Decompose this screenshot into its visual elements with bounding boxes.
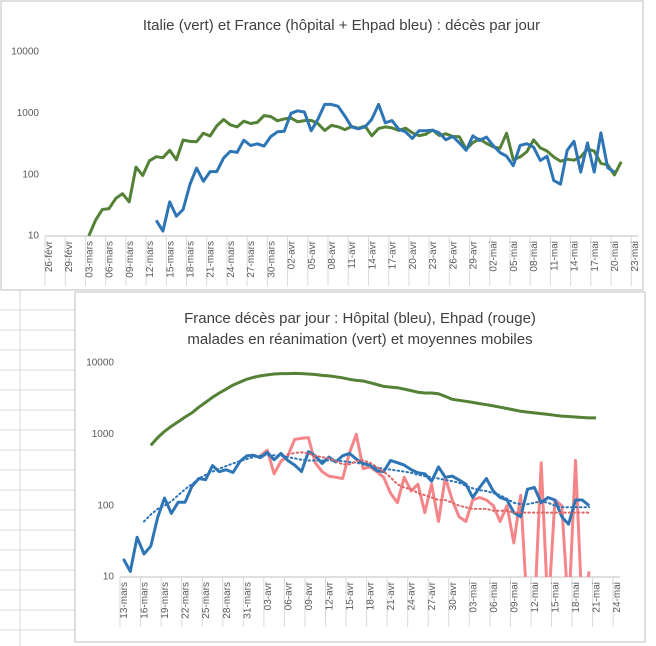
x-tick-label: 15-avr (345, 581, 356, 610)
x-tick-label: 08-mai (529, 241, 540, 272)
x-tick-label: 18-avr (366, 581, 377, 610)
x-tick-label: 19-mars (160, 582, 171, 619)
x-tick-label: 12-avr (325, 581, 336, 610)
x-tick-label: 13-mars (119, 582, 130, 619)
x-tick-label: 15-mars (165, 241, 176, 278)
y-tick-label: 10 (103, 572, 115, 583)
y-tick-label: 10 (28, 231, 40, 242)
series-line (154, 102, 616, 233)
x-tick-label: 28-mars (222, 582, 233, 619)
chart-title: Italie (vert) et France (hôpital + Ehpad… (143, 17, 540, 34)
x-tick-label: 24-avr (407, 581, 418, 610)
x-tick-label: 21-avr (386, 581, 397, 610)
x-tick-label: 15-mai (551, 582, 562, 613)
series-line (122, 450, 591, 573)
x-tick-label: 03-mars (84, 241, 95, 278)
series-line (143, 454, 591, 523)
x-tick-label: 12-mai (530, 582, 541, 613)
x-tick-label: 23-mai (630, 241, 641, 272)
x-tick-label: 05-avr (307, 240, 318, 269)
x-tick-label: 27-mars (246, 241, 257, 278)
x-tick-label: 26-avr (448, 240, 459, 269)
x-tick-label: 02-avr (287, 240, 298, 269)
x-tick-label: 12-mars (145, 241, 156, 278)
y-tick-label: 10000 (11, 47, 39, 58)
x-tick-label: 26-févr (44, 240, 55, 272)
x-tick-label: 06-avr (283, 581, 294, 610)
x-tick-label: 30-mars (266, 241, 277, 278)
x-tick-label: 29-févr (64, 240, 75, 272)
x-tick-label: 22-mars (181, 582, 192, 619)
x-tick-label: 08-avr (327, 240, 338, 269)
x-tick-label: 27-avr (427, 581, 438, 610)
x-tick-label: 24-mai (612, 582, 623, 613)
y-tick-label: 1000 (92, 429, 115, 440)
series-line (149, 371, 596, 447)
x-tick-label: 14-avr (367, 240, 378, 269)
x-tick-label: 06-mars (105, 241, 116, 278)
y-tick-label: 100 (22, 169, 39, 180)
series-line (259, 432, 591, 577)
x-tick-label: 09-avr (304, 581, 315, 610)
x-tick-label: 16-mars (140, 582, 151, 619)
chart-title: France décès par jour : Hôpital (bleu), … (184, 310, 536, 327)
x-tick-label: 23-avr (428, 240, 439, 269)
x-tick-label: 11-avr (347, 240, 358, 268)
x-tick-label: 03-mai (468, 582, 479, 613)
cell-grid (0, 290, 75, 646)
x-tick-label: 05-mai (509, 241, 520, 272)
series-line (286, 451, 591, 514)
x-tick-label: 17-mai (590, 241, 601, 272)
x-tick-label: 14-mai (570, 241, 581, 272)
x-tick-label: 03-avr (263, 581, 274, 610)
x-tick-label: 18-mai (571, 582, 582, 613)
x-tick-label: 11-mai (549, 241, 560, 271)
x-tick-label: 20-mai (610, 241, 621, 272)
chart: France décès par jour : Hôpital (bleu), … (86, 310, 623, 627)
x-tick-label: 02-mai (489, 241, 500, 272)
x-tick-label: 18-mars (186, 241, 197, 278)
x-tick-label: 09-mai (509, 582, 520, 613)
x-tick-label: 25-mars (201, 582, 212, 619)
x-tick-label: 29-avr (469, 240, 480, 269)
x-tick-label: 20-avr (408, 240, 419, 269)
y-tick-label: 100 (97, 500, 114, 511)
x-tick-label: 09-mars (125, 241, 136, 278)
chart-title: malades en réanimation (vert) et moyenne… (187, 331, 532, 348)
x-tick-label: 06-mai (489, 582, 500, 613)
x-tick-label: 30-avr (448, 581, 459, 610)
x-tick-label: 17-avr (388, 240, 399, 269)
y-tick-label: 10000 (86, 358, 114, 369)
chart: Italie (vert) et France (hôpital + Ehpad… (11, 17, 641, 286)
x-tick-label: 24-mars (226, 241, 237, 278)
x-tick-label: 21-mai (592, 582, 603, 613)
x-tick-label: 21-mars (206, 241, 217, 278)
chart-frame (0, 0, 644, 291)
x-tick-label: 31-mars (242, 582, 253, 619)
y-tick-label: 1000 (17, 108, 40, 119)
chart-frame (74, 291, 646, 643)
